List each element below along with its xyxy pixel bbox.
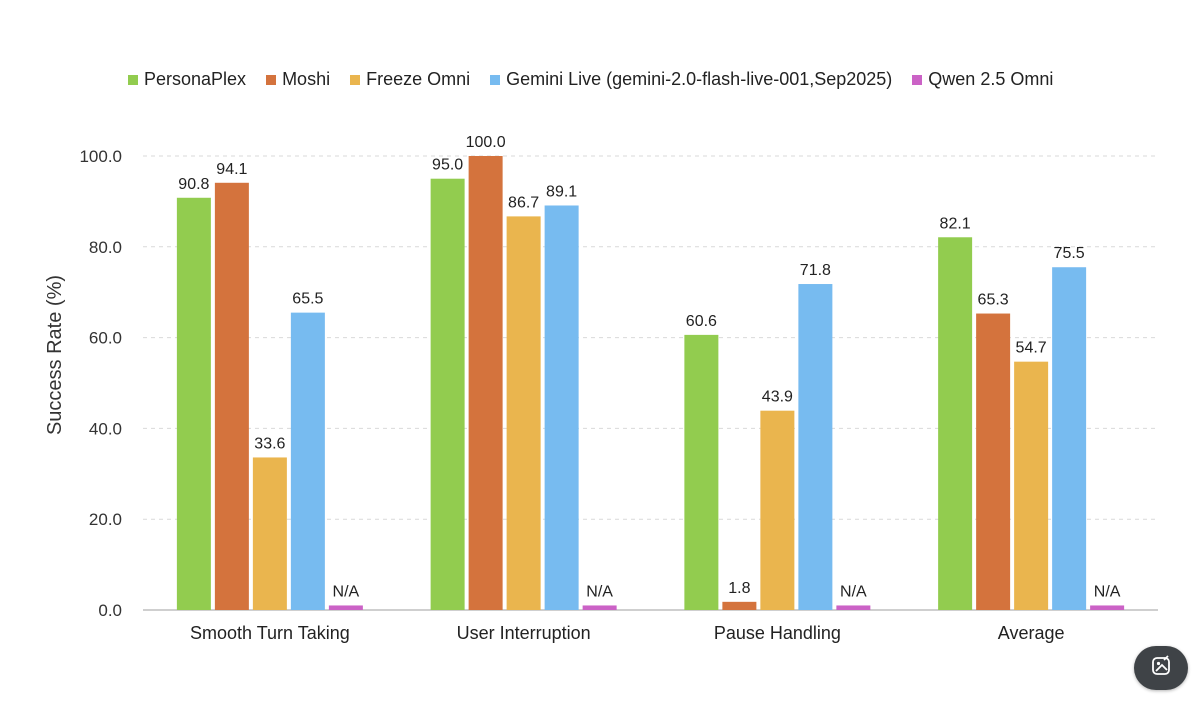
y-tick-label: 0.0	[98, 601, 122, 620]
legend-item: Qwen 2.5 Omni	[912, 69, 1053, 90]
legend-label: Moshi	[282, 69, 331, 89]
bar	[938, 237, 973, 611]
bar	[290, 312, 325, 610]
bar	[760, 410, 795, 610]
legend-item: Gemini Live (gemini-2.0-flash-live-001,S…	[490, 69, 892, 90]
legend-item: Moshi	[266, 69, 330, 90]
data-label: N/A	[1094, 583, 1121, 600]
bar	[1014, 361, 1049, 610]
bar	[836, 605, 871, 610]
legend-label: PersonaPlex	[144, 69, 247, 89]
legend-item: Freeze Omni	[350, 69, 470, 90]
data-label: 75.5	[1054, 245, 1085, 262]
data-label: 89.1	[546, 183, 577, 200]
edit-image-icon	[1149, 654, 1173, 683]
data-label: 65.3	[978, 292, 1009, 309]
data-label: N/A	[586, 583, 613, 600]
y-tick-label: 20.0	[89, 510, 122, 529]
data-label: N/A	[840, 583, 867, 600]
data-label: 90.8	[178, 176, 209, 193]
legend-swatch	[490, 74, 501, 85]
bar	[722, 601, 757, 610]
y-axis-label: Success Rate (%)	[44, 275, 66, 435]
edit-image-button[interactable]	[1134, 646, 1188, 690]
bar	[1052, 267, 1087, 610]
data-label: 54.7	[1016, 340, 1047, 357]
x-tick-label: User Interruption	[457, 623, 591, 643]
x-tick-label: Pause Handling	[714, 623, 841, 643]
bar	[684, 334, 719, 610]
data-label: 1.8	[728, 580, 750, 597]
bar	[468, 156, 503, 610]
bar	[214, 182, 249, 610]
legend-swatch	[912, 74, 923, 85]
data-label: 60.6	[686, 313, 717, 330]
legend-swatch	[350, 74, 361, 85]
legend-label: Qwen 2.5 Omni	[928, 69, 1054, 89]
y-tick-label: 40.0	[89, 419, 122, 438]
bar	[582, 605, 617, 610]
data-label: 86.7	[508, 194, 539, 211]
x-tick-label: Average	[998, 623, 1065, 643]
bars	[176, 156, 1125, 611]
data-label: 65.5	[292, 291, 323, 308]
legend-item: PersonaPlex	[128, 69, 246, 90]
data-label: 82.1	[940, 215, 971, 232]
y-tick-label: 100.0	[79, 147, 122, 166]
bar	[430, 178, 465, 610]
bar	[1090, 605, 1125, 610]
legend-swatch	[266, 74, 277, 85]
bar	[506, 216, 541, 610]
data-label: 71.8	[800, 262, 831, 279]
legend-swatch	[128, 74, 138, 85]
bar	[176, 197, 211, 610]
y-tick-label: 60.0	[89, 329, 122, 348]
bar	[252, 457, 287, 610]
data-label: 33.6	[254, 435, 285, 452]
bar	[976, 313, 1011, 610]
y-tick-label: 80.0	[89, 238, 122, 257]
y-tick-labels: 0.0 20.0 40.0 60.0 80.0 100.0	[79, 147, 122, 620]
bar	[328, 605, 363, 610]
bar	[544, 205, 579, 610]
bar	[798, 284, 833, 610]
data-label: 94.1	[216, 161, 247, 178]
data-label: N/A	[333, 583, 360, 600]
x-tick-labels: Smooth Turn Taking User Interruption Pause…	[190, 623, 1064, 643]
data-label: 95.0	[432, 157, 463, 174]
data-label: 100.0	[466, 134, 506, 151]
data-label: 43.9	[762, 389, 793, 406]
x-tick-label: Smooth Turn Taking	[190, 623, 350, 643]
legend-label: Freeze Omni	[366, 69, 471, 89]
legend: PersonaPlex Moshi Freeze Omni Gemini Live (…	[128, 69, 1073, 90]
legend-label: Gemini Live (gemini-2.0-flash-live-001,S…	[506, 69, 893, 89]
